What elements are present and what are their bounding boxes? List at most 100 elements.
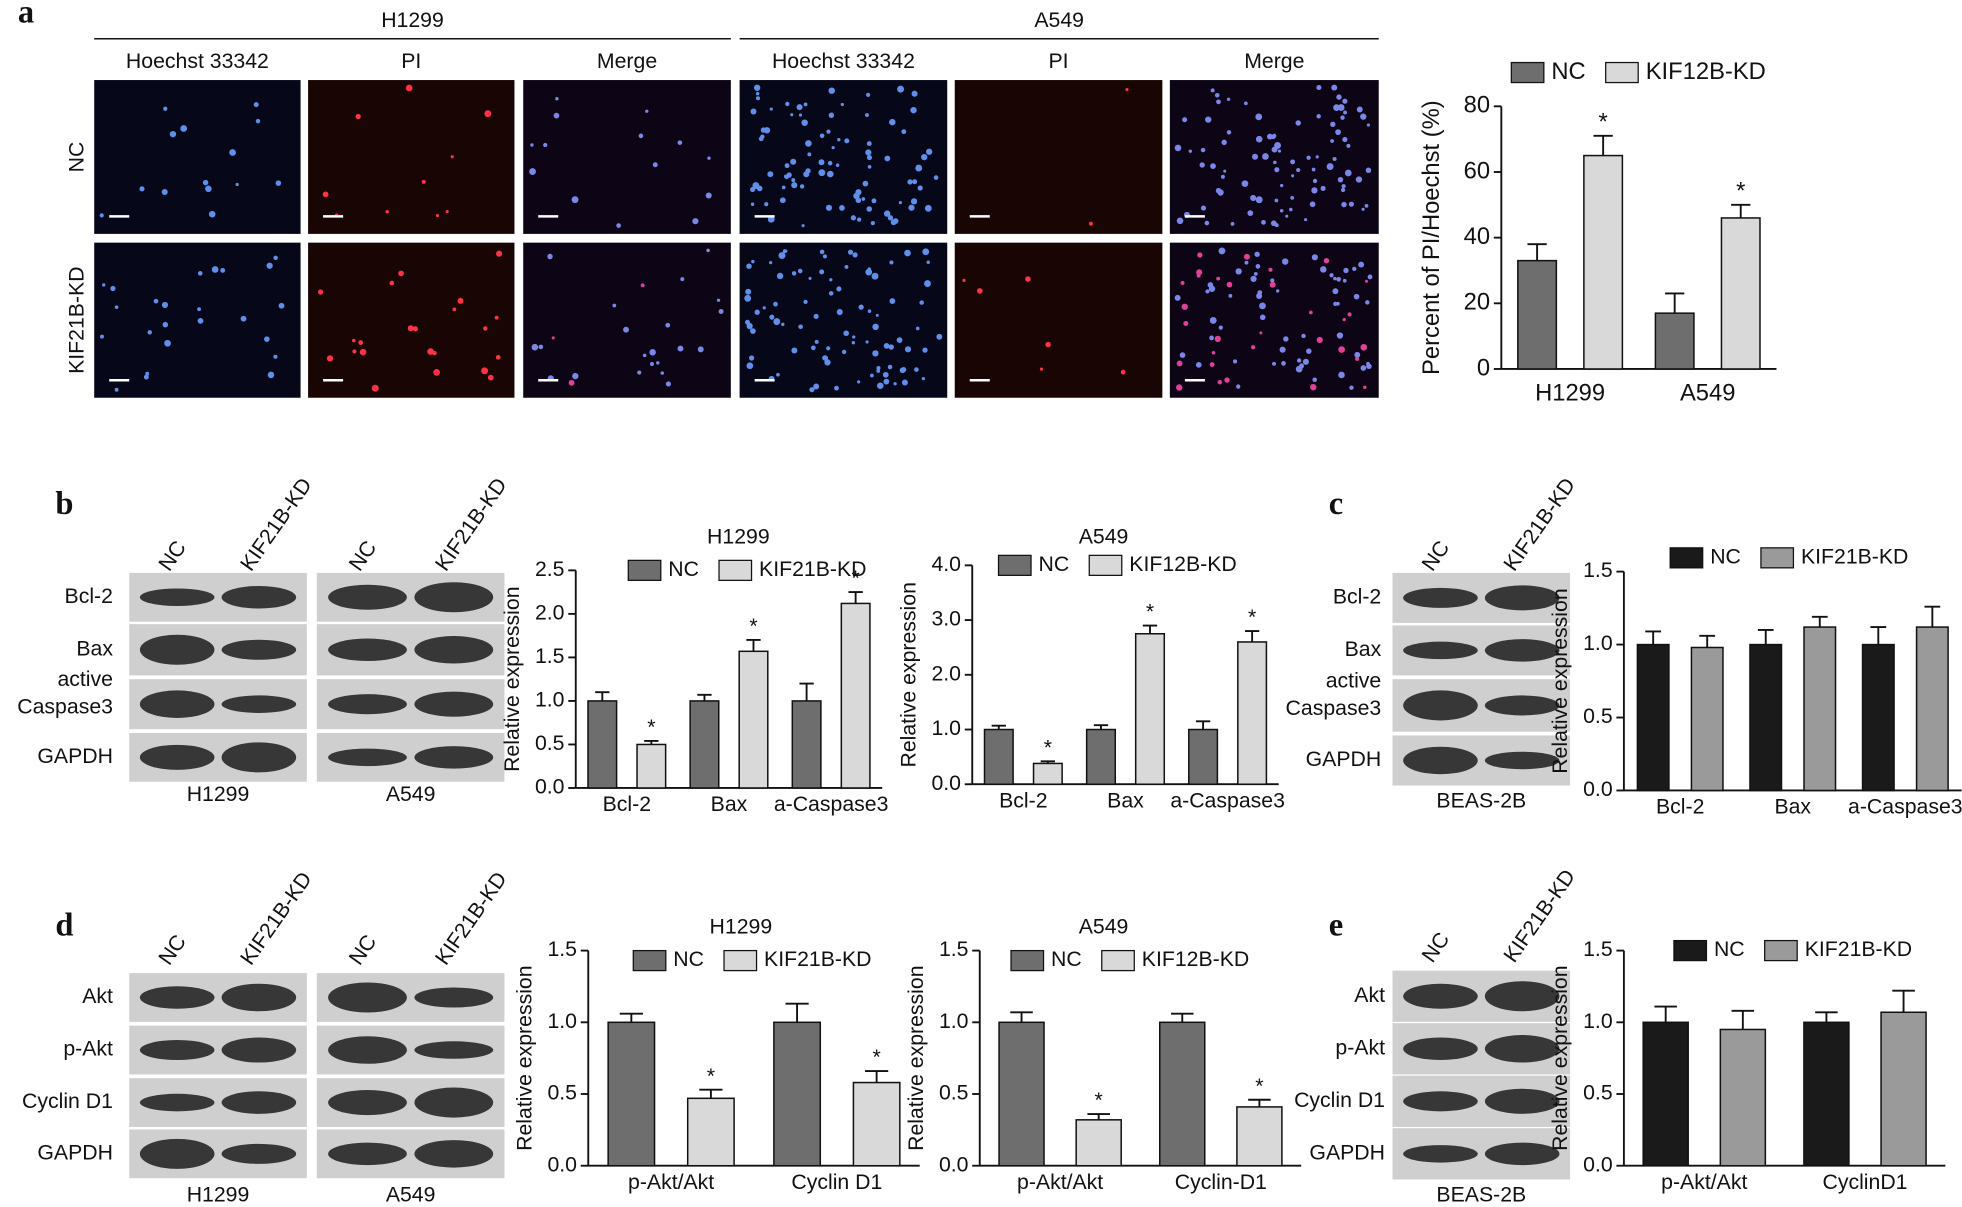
row-label: p-Akt xyxy=(63,1037,113,1061)
cell xyxy=(786,172,792,178)
error-bar xyxy=(1731,1009,1755,1030)
cell xyxy=(746,263,752,269)
cell xyxy=(616,223,621,228)
cell xyxy=(828,87,835,94)
cell xyxy=(867,267,872,271)
error-bar xyxy=(1248,1098,1271,1107)
cell xyxy=(1216,99,1221,105)
band xyxy=(1403,746,1478,775)
row-label: GAPDH xyxy=(37,1140,113,1164)
band xyxy=(328,694,407,715)
cell xyxy=(1342,278,1347,283)
cell xyxy=(814,339,819,344)
cell xyxy=(1241,180,1249,188)
legend-swatch xyxy=(1010,949,1045,972)
cell xyxy=(240,315,247,322)
lane-label: KIF21B-KD xyxy=(235,473,316,575)
cell xyxy=(1279,346,1286,353)
cell xyxy=(1176,217,1184,225)
cell xyxy=(1295,365,1303,373)
cell xyxy=(798,113,803,117)
cell xyxy=(543,142,548,148)
cell xyxy=(266,262,273,269)
cell xyxy=(326,355,334,362)
cell xyxy=(1262,153,1269,160)
cell xyxy=(1221,139,1227,146)
cell xyxy=(933,175,939,180)
cell xyxy=(844,264,849,269)
cell-line-label: A549 xyxy=(386,1182,436,1206)
cell xyxy=(1360,343,1368,351)
cell xyxy=(1259,302,1266,310)
cell xyxy=(208,210,216,218)
cell xyxy=(866,92,871,97)
cell xyxy=(831,145,835,150)
cell xyxy=(781,322,785,327)
cell xyxy=(1335,129,1341,136)
cell xyxy=(1261,219,1266,225)
cell xyxy=(531,343,539,351)
cell xyxy=(803,171,810,178)
cell xyxy=(1209,316,1217,324)
cell xyxy=(487,374,494,381)
y-tick-label: 1.0 xyxy=(939,1009,969,1033)
band xyxy=(1484,1035,1560,1063)
cell xyxy=(807,152,812,157)
cell xyxy=(1329,273,1334,278)
x-tick-label: CyclinD1 xyxy=(1822,1170,1907,1194)
error-bar xyxy=(1645,630,1662,645)
band xyxy=(221,639,297,660)
cell xyxy=(1250,345,1256,350)
significance: * xyxy=(707,1064,715,1088)
legend-swatch xyxy=(723,949,758,972)
cell xyxy=(1309,310,1313,315)
cell xyxy=(1188,149,1193,153)
cell xyxy=(858,304,864,310)
band xyxy=(414,1087,494,1118)
cell xyxy=(162,321,169,328)
panel-letter: d xyxy=(55,908,73,944)
cell xyxy=(773,301,778,307)
legend-label: NC xyxy=(1714,937,1745,961)
cell xyxy=(865,340,869,344)
cell xyxy=(822,254,827,259)
cell xyxy=(1312,377,1317,383)
cell xyxy=(1250,194,1257,202)
cell xyxy=(445,209,449,214)
band xyxy=(1403,587,1478,608)
cell xyxy=(1204,220,1210,226)
band xyxy=(1484,585,1560,611)
cell xyxy=(484,110,492,118)
x-tick-label: a-Caspase3 xyxy=(1170,788,1285,812)
cell xyxy=(826,346,831,351)
cell xyxy=(1274,167,1280,173)
row-label: p-Akt xyxy=(1335,1035,1385,1059)
cell xyxy=(496,250,503,257)
cell xyxy=(912,179,918,185)
cell xyxy=(921,153,928,161)
cell xyxy=(1332,156,1337,162)
cell xyxy=(1244,260,1249,265)
error-bar xyxy=(1892,989,1915,1013)
cell xyxy=(1217,380,1222,385)
cell xyxy=(837,138,841,142)
cell xyxy=(1120,369,1126,375)
lane-label: KIF21B-KD xyxy=(1499,473,1580,575)
cell xyxy=(851,341,856,345)
cell xyxy=(882,371,889,378)
legend-swatch xyxy=(627,559,662,581)
cell xyxy=(1218,325,1223,330)
band xyxy=(139,1093,215,1112)
cell xyxy=(1355,356,1360,361)
micrograph xyxy=(954,242,1163,398)
cell xyxy=(864,113,869,118)
cell xyxy=(901,129,907,135)
cell xyxy=(889,118,896,126)
cell xyxy=(915,326,920,331)
cell xyxy=(220,267,226,273)
y-tick-label: 1.5 xyxy=(535,644,565,668)
cell xyxy=(1306,348,1312,354)
band xyxy=(414,582,494,613)
cell xyxy=(1323,257,1330,264)
significance: * xyxy=(1599,109,1608,136)
